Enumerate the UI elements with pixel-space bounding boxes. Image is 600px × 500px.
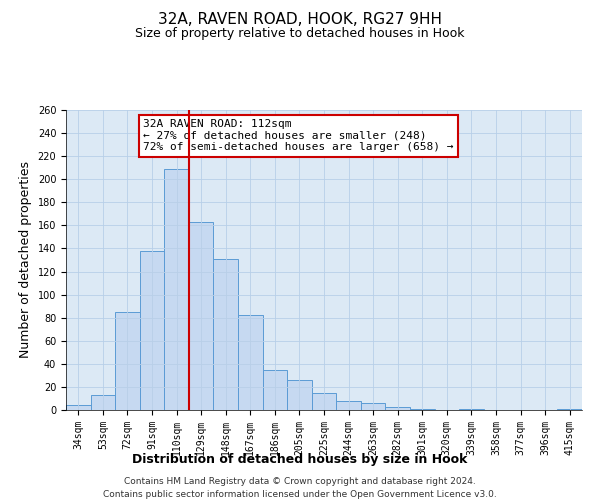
Bar [263, 370, 287, 410]
Bar [164, 169, 189, 410]
Bar [115, 312, 140, 410]
Bar [459, 409, 484, 410]
Text: Size of property relative to detached houses in Hook: Size of property relative to detached ho… [135, 28, 465, 40]
Bar [385, 406, 410, 410]
Bar [361, 403, 385, 410]
Bar [336, 401, 361, 410]
Text: Contains public sector information licensed under the Open Government Licence v3: Contains public sector information licen… [103, 490, 497, 499]
Bar [140, 251, 164, 410]
Text: 32A RAVEN ROAD: 112sqm
← 27% of detached houses are smaller (248)
72% of semi-de: 32A RAVEN ROAD: 112sqm ← 27% of detached… [143, 119, 454, 152]
Y-axis label: Number of detached properties: Number of detached properties [19, 162, 32, 358]
Bar [189, 222, 214, 410]
Bar [312, 392, 336, 410]
Bar [91, 395, 115, 410]
Text: Contains HM Land Registry data © Crown copyright and database right 2024.: Contains HM Land Registry data © Crown c… [124, 478, 476, 486]
Bar [557, 409, 582, 410]
Text: 32A, RAVEN ROAD, HOOK, RG27 9HH: 32A, RAVEN ROAD, HOOK, RG27 9HH [158, 12, 442, 28]
Bar [66, 406, 91, 410]
Bar [287, 380, 312, 410]
Bar [238, 316, 263, 410]
Bar [214, 259, 238, 410]
Bar [410, 409, 434, 410]
Text: Distribution of detached houses by size in Hook: Distribution of detached houses by size … [133, 452, 467, 466]
